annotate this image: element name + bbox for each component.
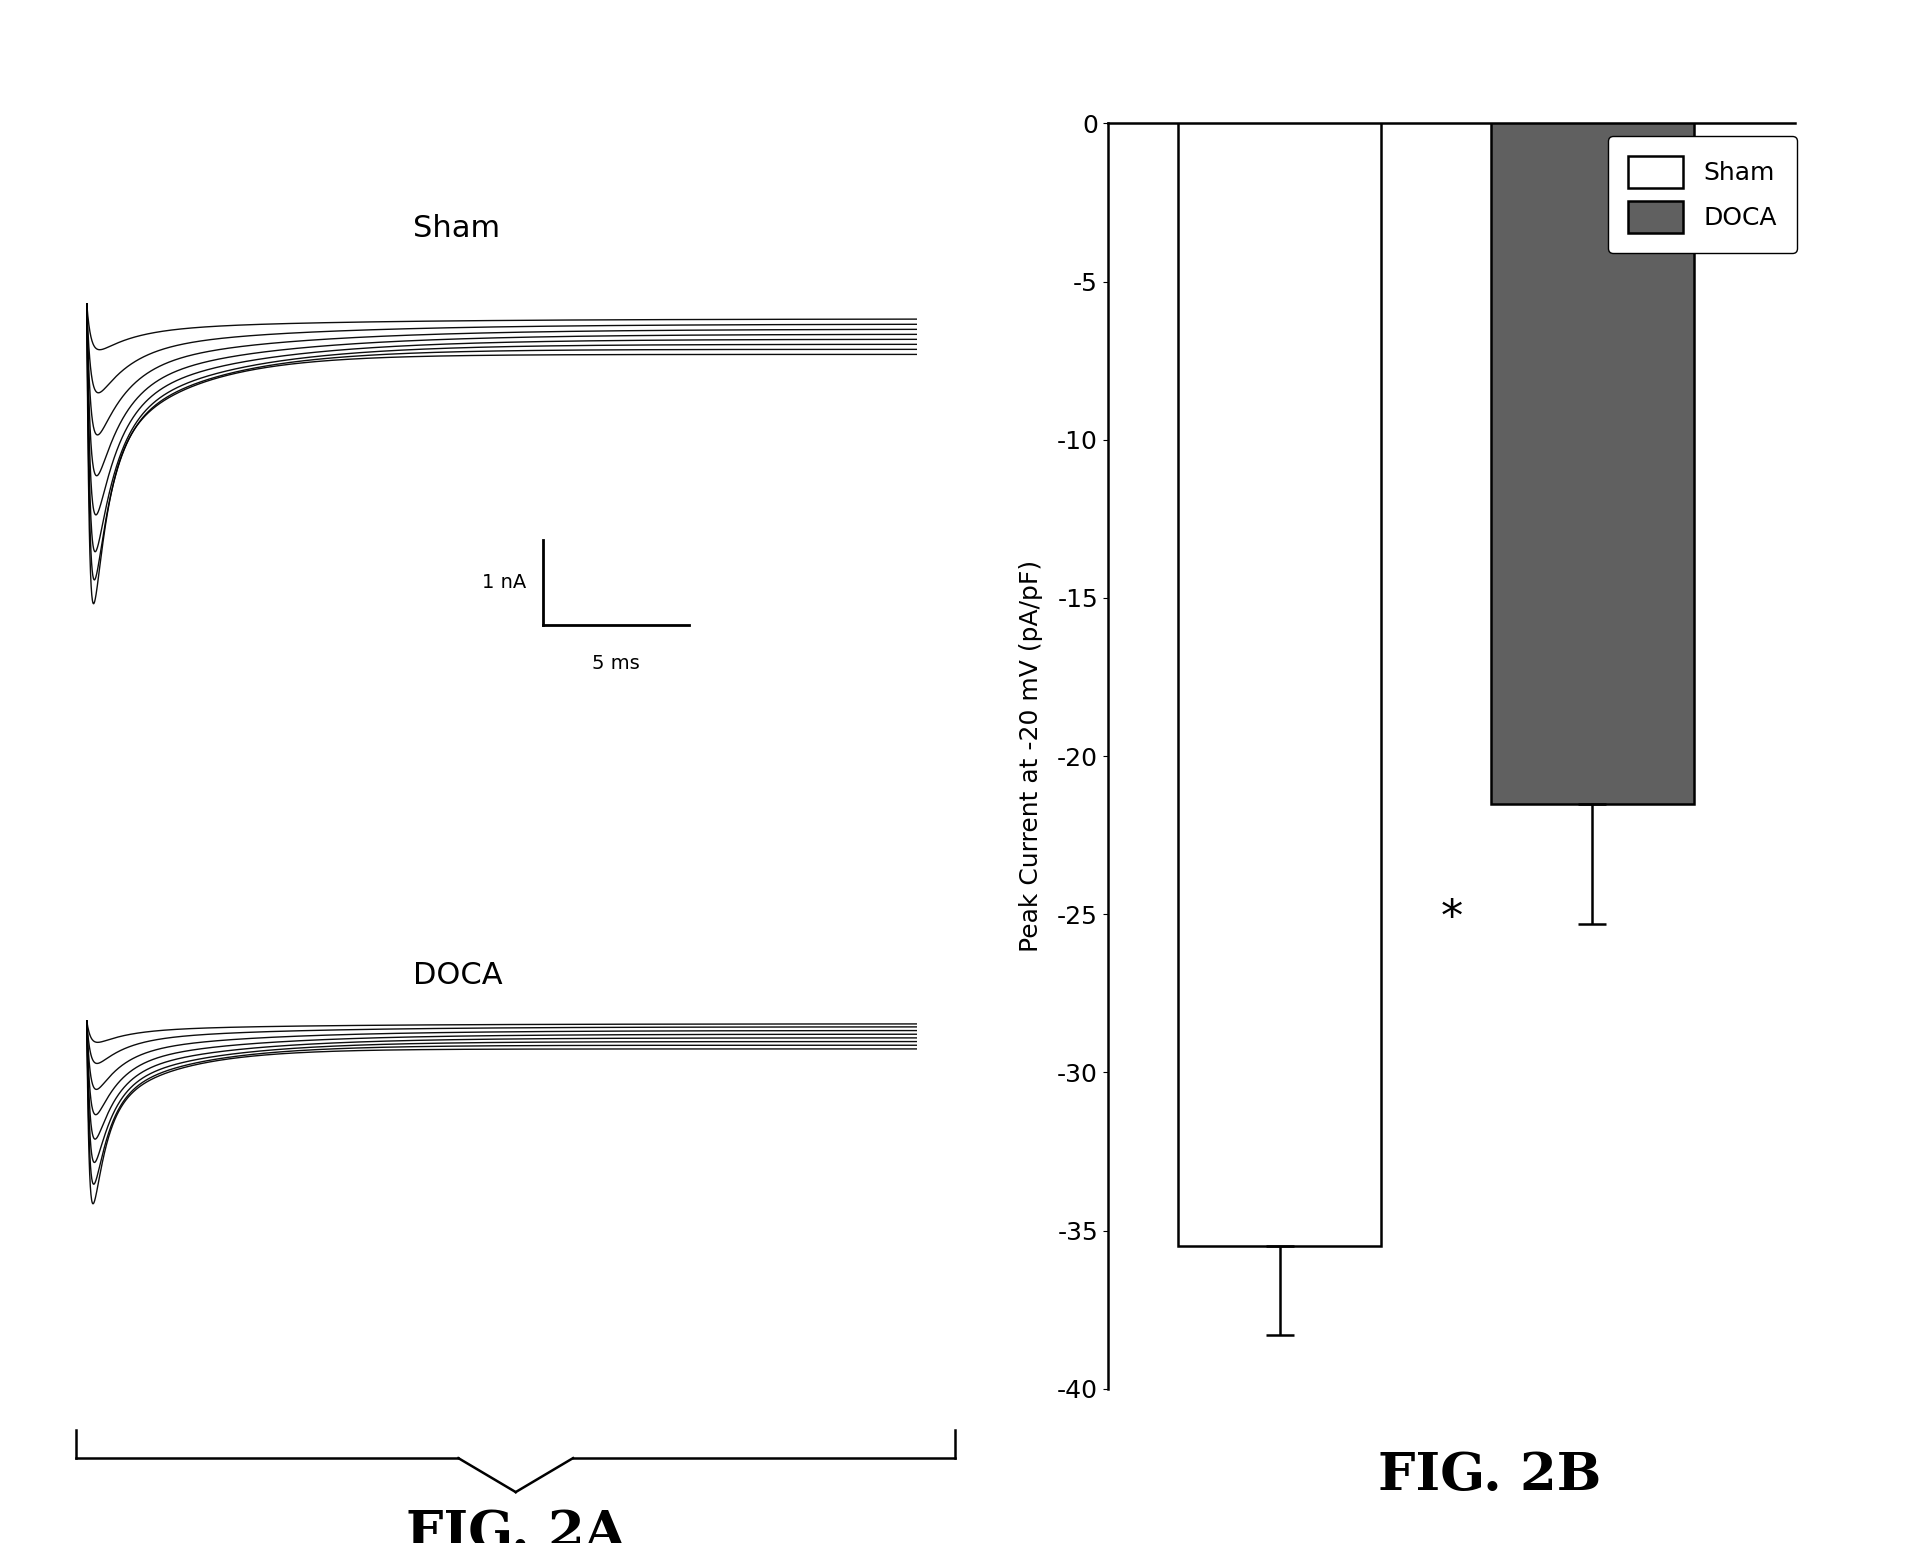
Text: 5 ms: 5 ms	[592, 654, 640, 673]
Legend: Sham, DOCA: Sham, DOCA	[1608, 136, 1797, 253]
Text: FIG. 2A: FIG. 2A	[407, 1508, 625, 1543]
Bar	[1178, 123, 1381, 1247]
Bar	[1490, 123, 1694, 804]
Text: *: *	[1440, 896, 1463, 940]
Text: 1 nA: 1 nA	[483, 572, 527, 593]
Y-axis label: Peak Current at -20 mV (pA/pF): Peak Current at -20 mV (pA/pF)	[1020, 560, 1043, 952]
Text: FIG. 2B: FIG. 2B	[1379, 1450, 1601, 1501]
Text: DOCA: DOCA	[413, 961, 502, 991]
Text: Sham: Sham	[413, 214, 500, 242]
